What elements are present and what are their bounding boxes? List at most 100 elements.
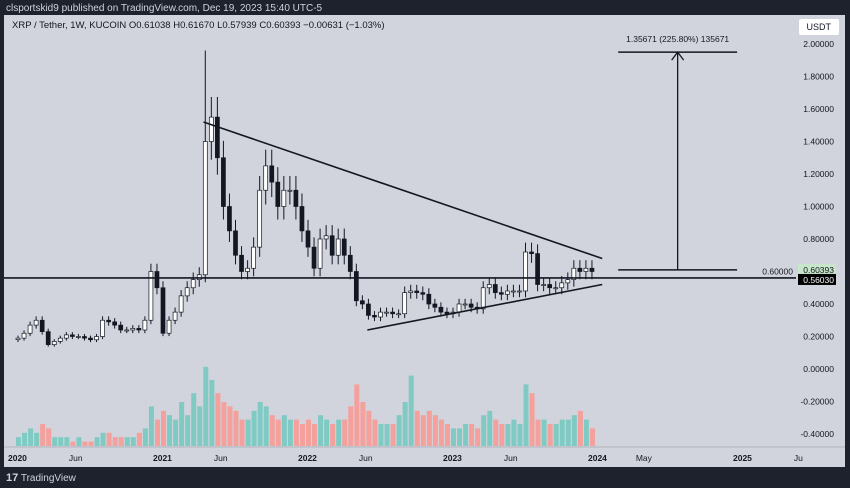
volume-bar <box>426 410 432 446</box>
volume-bar <box>469 424 475 446</box>
volume-bar <box>40 424 46 446</box>
candle-body <box>94 336 99 341</box>
candle-body <box>577 267 583 272</box>
volume-bar <box>233 410 239 446</box>
candle-body <box>130 328 136 331</box>
y-tick-label: 0.80000 <box>803 234 834 244</box>
candle-body <box>202 141 208 276</box>
candle-body <box>281 189 287 207</box>
candle-body <box>529 251 534 254</box>
candle-body <box>541 284 546 286</box>
volume-bar <box>384 424 390 446</box>
candle-body <box>305 230 311 248</box>
candle-body <box>341 238 347 256</box>
candle-body <box>492 284 498 293</box>
resistance-trendline <box>203 121 603 260</box>
volume-bar <box>239 419 245 446</box>
volume-bar <box>517 424 523 446</box>
candle-body <box>148 271 154 321</box>
volume-bar <box>293 419 299 446</box>
candle-body <box>287 189 293 192</box>
last-price-label: 0.60393 <box>803 265 834 275</box>
volume-bar <box>306 419 311 446</box>
candle-body <box>408 290 414 293</box>
candle-body <box>257 189 263 248</box>
candle-body <box>27 324 33 334</box>
volume-bar <box>106 432 112 446</box>
candle-body <box>45 331 51 345</box>
candle-body <box>166 319 172 334</box>
volume-bar <box>142 428 148 446</box>
y-tick-label: 0.60000 <box>762 267 793 277</box>
volume-bar <box>589 428 595 446</box>
candle-body <box>311 246 317 269</box>
x-tick-label: Jun <box>69 453 83 463</box>
volume-bar <box>209 380 215 446</box>
y-tick-label: 2.00000 <box>803 39 834 49</box>
x-tick-label: Ju <box>794 453 803 463</box>
volume-bar <box>438 419 444 446</box>
candle-body <box>39 319 45 332</box>
last-price-tag <box>798 263 836 275</box>
candle-body <box>426 293 432 305</box>
candle-body <box>245 267 250 272</box>
volume-bar <box>312 424 318 446</box>
volume-bar <box>76 437 82 446</box>
volume-bar <box>378 424 384 446</box>
volume-bar <box>535 419 541 446</box>
volume-bar <box>88 441 94 446</box>
measure-label: 1.35671 (225.80%) 135671 <box>626 34 729 44</box>
candle-body <box>124 329 130 332</box>
chart-area[interactable]: 2.00000 1.80000 1.60000 1.40000 1.20000 1.000… <box>4 15 845 467</box>
volume-bar <box>70 441 76 446</box>
volume-bar <box>82 441 88 446</box>
volume-bar <box>263 406 269 446</box>
candle-body <box>160 287 166 334</box>
volume-bar <box>457 428 463 446</box>
candle-body <box>444 311 450 315</box>
candle-body <box>190 279 196 289</box>
candle-body <box>498 292 504 295</box>
x-tick-label: 2023 <box>443 453 462 463</box>
candle-body <box>57 337 63 342</box>
candle-body <box>178 295 184 313</box>
candle-body <box>184 287 190 297</box>
arrow-head-icon <box>671 51 685 61</box>
volume-bar <box>179 402 185 446</box>
candle-body <box>233 230 238 256</box>
candle-body <box>335 238 341 256</box>
volume-bar <box>46 428 52 446</box>
candle-body <box>505 290 510 295</box>
volume-bar <box>112 437 118 446</box>
publish-info: clsportskid9 published on TradingView.co… <box>6 3 323 14</box>
volume-bar <box>523 384 529 446</box>
price-chart[interactable]: 2.00000 1.80000 1.60000 1.40000 1.20000 1.000… <box>4 15 845 467</box>
support-trendline <box>367 283 603 331</box>
candle-body <box>517 290 522 293</box>
candle-body <box>553 287 559 290</box>
candle-body <box>215 116 220 159</box>
x-tick-label: Jun <box>214 453 228 463</box>
currency-button[interactable]: USDT <box>798 19 839 35</box>
y-tick-label: 1.40000 <box>803 137 834 147</box>
candle-body <box>15 337 21 341</box>
candle-body <box>51 341 57 345</box>
candle-body <box>299 206 305 232</box>
candle-body <box>390 311 395 315</box>
volume-bar <box>34 432 40 446</box>
volume-bar <box>354 384 360 446</box>
volume-bar <box>571 415 577 446</box>
volume-bar <box>154 419 160 446</box>
candle-body <box>227 206 232 232</box>
y-tick-label: 0.20000 <box>803 332 834 342</box>
candle-body <box>559 282 565 289</box>
candle-body <box>565 279 571 284</box>
volume-bar <box>372 419 378 446</box>
candle-body <box>106 319 111 323</box>
candle-body <box>293 189 299 207</box>
volume-bar <box>100 432 106 446</box>
volume-bar <box>583 419 589 446</box>
y-tick-label: -0.40000 <box>800 429 834 439</box>
candle-body <box>221 157 226 207</box>
tradingview-logo: 17 TradingView <box>6 472 76 484</box>
